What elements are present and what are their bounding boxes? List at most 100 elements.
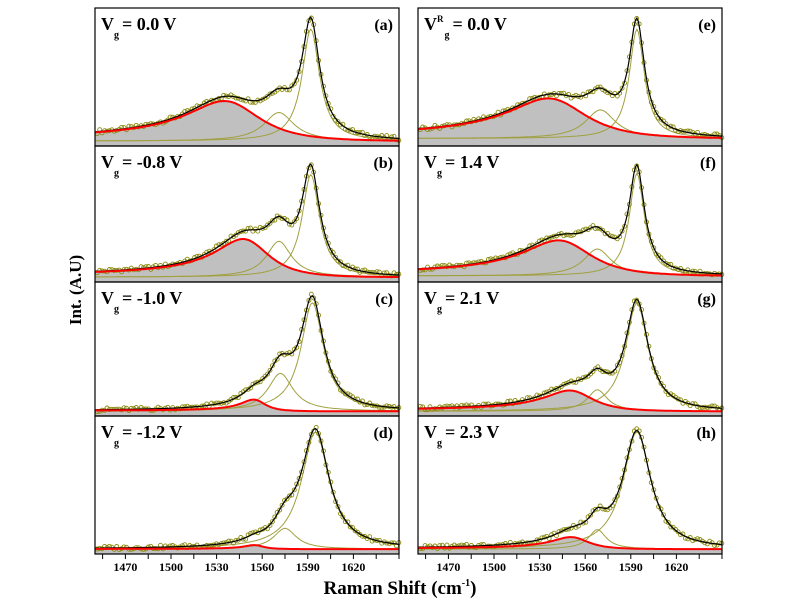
data-point (265, 93, 270, 99)
data-point (653, 495, 659, 501)
data-point (335, 258, 341, 264)
x-tick-label: 1470 (436, 560, 460, 574)
panel-letter: (d) (373, 425, 393, 442)
label-value: = 2.1 V (445, 288, 499, 308)
data-point (651, 245, 657, 251)
data-point (590, 369, 596, 374)
bwf-fill-area (95, 545, 399, 554)
data-point (352, 528, 358, 534)
data-point (612, 90, 618, 96)
label-sub: g (114, 30, 119, 41)
panel-letter: (g) (697, 291, 716, 308)
x-axis-label-sup: -1 (462, 578, 470, 589)
gate-voltage-label: VRg= 0.0 V (424, 14, 507, 41)
data-point (286, 493, 292, 499)
data-point (692, 401, 698, 407)
data-point (583, 374, 589, 380)
data-point (245, 96, 251, 102)
x-tick-label: 1590 (296, 560, 320, 574)
data-point (265, 371, 270, 377)
total-fit-line (95, 427, 400, 549)
panel-e: VRg= 0.0 V (e) (417, 7, 725, 147)
total-fit-line (95, 295, 400, 411)
data-point (267, 220, 273, 226)
data-point (607, 90, 613, 96)
label-value: = 2.3 V (445, 422, 499, 442)
data-point (695, 404, 700, 409)
x-tick-label: 1500 (482, 560, 506, 574)
data-point (338, 122, 343, 128)
data-point (566, 232, 572, 238)
data-point (294, 216, 300, 221)
data-point (291, 487, 297, 493)
data-point (311, 295, 317, 301)
data-point (267, 91, 273, 97)
label-sub: g (445, 30, 450, 41)
gate-voltage-label: Vg= 2.3 V (424, 422, 499, 449)
data-point (255, 379, 261, 385)
data-point (675, 529, 681, 535)
data-point (347, 524, 353, 530)
panel-letter: (b) (373, 155, 393, 172)
data-point (338, 259, 343, 265)
panel-a: Vg= 0.0 V (a) (94, 7, 402, 147)
data-point (619, 228, 625, 234)
data-point (284, 87, 290, 93)
gate-voltage-label: Vg= 1.4 V (424, 152, 499, 179)
bwf-component-line (418, 389, 722, 413)
lorentz-g-component (95, 28, 400, 142)
data-point (600, 227, 606, 233)
x-tick-label: 1530 (528, 560, 552, 574)
label-value: = 0.0 V (122, 14, 176, 34)
data-point (330, 373, 336, 379)
data-point (376, 404, 382, 410)
data-point (267, 367, 273, 373)
gate-voltage-label: Vg= -1.0 V (101, 288, 182, 315)
label-v: V (101, 422, 114, 442)
label-v: V (424, 152, 437, 172)
data-point (619, 85, 625, 91)
label-v: V (424, 14, 437, 34)
label-v: V (424, 288, 437, 308)
bwf-fill-area (418, 98, 722, 146)
x-axis-label-end: ) (470, 578, 476, 599)
gate-voltage-label: Vg= -1.2 V (101, 422, 182, 449)
data-point (597, 84, 603, 90)
data-point (568, 378, 574, 384)
data-point (665, 262, 671, 267)
data-point (335, 119, 341, 125)
data-point (573, 92, 579, 98)
data-point (238, 96, 244, 102)
data-point (286, 221, 292, 227)
data-point (333, 254, 339, 260)
x-tick-label: 1560 (250, 560, 274, 574)
data-point (233, 95, 239, 101)
gate-voltage-label: Vg= 0.0 V (101, 14, 176, 41)
data-point (245, 386, 251, 392)
panel-c: Vg= -1.0 V (c) (94, 281, 402, 417)
data-point (704, 541, 710, 547)
data-point (291, 81, 297, 87)
data-point (658, 380, 664, 386)
data-point (260, 225, 266, 231)
label-sub: g (437, 304, 442, 315)
bwf-component-line (94, 99, 399, 142)
label-sub: g (114, 168, 119, 179)
data-point (381, 270, 387, 276)
data-point (342, 391, 348, 397)
label-v: V (101, 152, 114, 172)
data-point (551, 387, 557, 393)
label-sub: g (437, 438, 442, 449)
bwf-component-line (95, 238, 400, 279)
data-point (614, 362, 620, 368)
bwf-component-line (417, 97, 722, 139)
data-point (269, 519, 275, 525)
data-point (362, 133, 368, 139)
label-value: = -1.0 V (122, 288, 182, 308)
data-point (350, 525, 356, 531)
label-v: V (101, 14, 114, 34)
bwf-fill-area (418, 390, 722, 416)
data-point (335, 504, 341, 510)
data-point (595, 84, 601, 90)
